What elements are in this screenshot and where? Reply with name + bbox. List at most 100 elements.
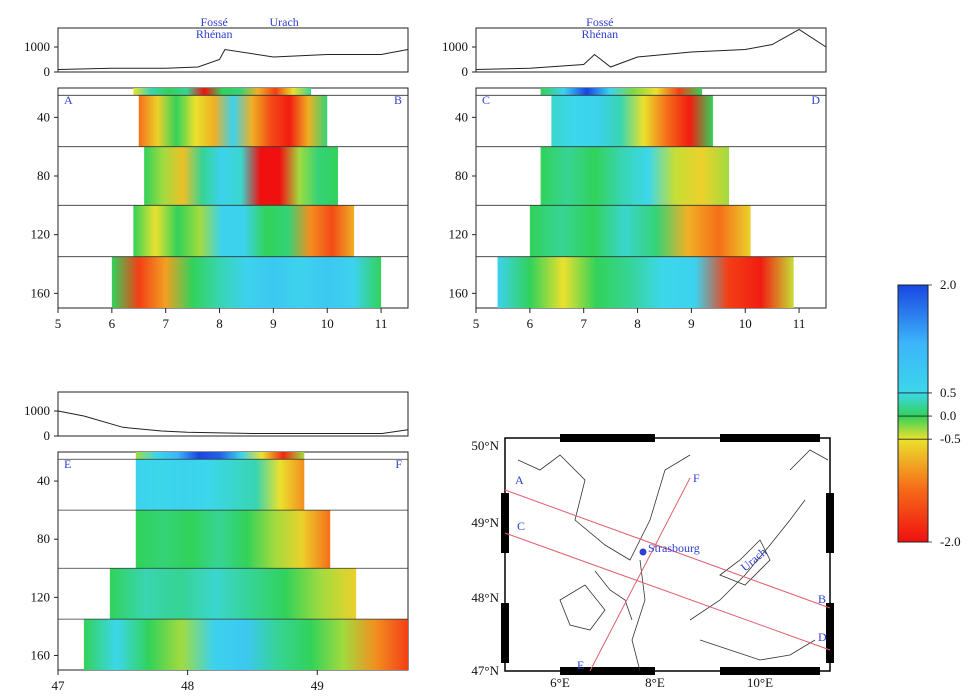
map-lat-label: 47°N bbox=[471, 663, 499, 678]
map-profile-label: B bbox=[818, 592, 826, 606]
colorbar-tick-label: 0.0 bbox=[940, 408, 956, 423]
colorbar-tick-label: -2.0 bbox=[940, 534, 961, 549]
x-tick-label: 8 bbox=[634, 316, 641, 331]
velocity-layer bbox=[133, 205, 355, 257]
colorbar-tick-label: -0.5 bbox=[940, 431, 961, 446]
velocity-layer bbox=[497, 256, 794, 308]
elevation-tick-label: 1000 bbox=[24, 403, 50, 418]
map-profile-label: D bbox=[818, 630, 827, 644]
map-lon-label: 6°E bbox=[550, 675, 570, 690]
elevation-frame bbox=[475, 27, 827, 73]
x-tick-label: 6 bbox=[527, 316, 534, 331]
map-frame bbox=[504, 437, 831, 672]
velocity-layer bbox=[551, 95, 713, 147]
elevation-frame bbox=[57, 391, 409, 437]
map-boundary-line bbox=[719, 539, 771, 586]
profile-line-ab bbox=[504, 489, 831, 609]
x-tick-label: 49 bbox=[311, 678, 324, 693]
map-border-segment bbox=[560, 434, 655, 442]
velocity-layer bbox=[83, 619, 408, 670]
map-border-segment bbox=[826, 603, 834, 663]
elevation-annotation: Fossé bbox=[200, 15, 227, 29]
map-lat-label: 48°N bbox=[471, 590, 499, 605]
elevation-annotation: Fossé bbox=[586, 15, 613, 29]
velocity-layer bbox=[540, 88, 703, 96]
map-boundary-line bbox=[631, 559, 646, 672]
elevation-line bbox=[57, 48, 409, 70]
elevation-tick-label: 0 bbox=[462, 64, 469, 79]
profile-start-label: A bbox=[64, 93, 73, 107]
map-border-segment bbox=[501, 603, 509, 663]
elevation-tick-label: 0 bbox=[44, 64, 51, 79]
x-tick-label: 9 bbox=[688, 316, 695, 331]
x-tick-label: 7 bbox=[162, 316, 169, 331]
x-tick-label: 5 bbox=[473, 316, 480, 331]
depth-tick-label: 120 bbox=[31, 589, 51, 604]
profile-line-cd bbox=[504, 532, 831, 651]
map-boundary-line bbox=[559, 584, 606, 631]
x-tick-label: 47 bbox=[52, 678, 66, 693]
x-tick-label: 11 bbox=[375, 316, 388, 331]
map-boundary-line bbox=[517, 454, 691, 561]
velocity-layer bbox=[111, 256, 382, 308]
map-border-segment bbox=[501, 493, 509, 553]
profile-end-label: B bbox=[394, 93, 402, 107]
profile-line-ef bbox=[589, 477, 691, 672]
velocity-layer bbox=[109, 568, 357, 620]
elevation-line bbox=[475, 28, 827, 70]
map-lon-label: 10°E bbox=[747, 675, 773, 690]
velocity-layer bbox=[138, 95, 328, 147]
map-border-segment bbox=[560, 667, 655, 675]
map-profile-label: F bbox=[693, 471, 700, 485]
elevation-frame bbox=[57, 27, 409, 73]
x-tick-label: 10 bbox=[321, 316, 334, 331]
colorbar: 2.0 0.5 0.0 -0.5 -2.0 bbox=[897, 277, 961, 549]
profile-start-label: C bbox=[482, 93, 490, 107]
x-tick-label: 48 bbox=[181, 678, 194, 693]
depth-tick-label: 80 bbox=[37, 531, 50, 546]
velocity-layer bbox=[135, 510, 331, 569]
map-profile-label: E bbox=[577, 658, 584, 672]
depth-tick-label: 120 bbox=[31, 227, 51, 242]
depth-tick-label: 40 bbox=[37, 473, 50, 488]
x-tick-label: 9 bbox=[270, 316, 277, 331]
velocity-layer bbox=[133, 88, 312, 96]
depth-tick-label: 160 bbox=[449, 285, 469, 300]
x-tick-label: 11 bbox=[793, 316, 806, 331]
colorbar-tick-label: 2.0 bbox=[940, 277, 956, 292]
x-tick-label: 8 bbox=[216, 316, 223, 331]
profile-end-label: D bbox=[811, 93, 820, 107]
map-lat-label: 49°N bbox=[471, 515, 499, 530]
depth-tick-label: 160 bbox=[31, 647, 51, 662]
depth-tick-label: 40 bbox=[455, 109, 468, 124]
profile-end-label: F bbox=[395, 457, 402, 471]
map-profile-label: C bbox=[517, 519, 525, 533]
map-boundary-line bbox=[699, 639, 816, 661]
map-boundary-line bbox=[594, 570, 633, 621]
map-lon-label: 8°E bbox=[645, 675, 665, 690]
x-tick-label: 10 bbox=[739, 316, 752, 331]
map-profile-label: A bbox=[515, 473, 524, 487]
velocity-layer bbox=[529, 205, 751, 257]
depth-tick-label: 40 bbox=[37, 109, 50, 124]
x-tick-label: 7 bbox=[580, 316, 587, 331]
elevation-annotation: Rhénan bbox=[196, 27, 233, 41]
depth-tick-label: 160 bbox=[31, 285, 51, 300]
elevation-annotation: Rhénan bbox=[582, 27, 619, 41]
velocity-layer bbox=[540, 146, 730, 206]
city-marker bbox=[639, 548, 647, 556]
elevation-annotation: Urach bbox=[269, 15, 298, 29]
elevation-tick-label: 1000 bbox=[24, 39, 50, 54]
elevation-tick-label: 0 bbox=[44, 428, 51, 443]
elevation-tick-label: 1000 bbox=[442, 39, 468, 54]
colorbar-tick-label: 0.5 bbox=[940, 385, 956, 400]
profile-start-label: E bbox=[64, 457, 71, 471]
profile-panel-ef: 0 1000 E F 40 80 120 160 47 48 49 bbox=[24, 391, 409, 693]
velocity-layer bbox=[135, 452, 305, 460]
colorbar-body bbox=[897, 284, 929, 543]
map-lat-label: 50°N bbox=[471, 438, 499, 453]
map-border-segment bbox=[826, 493, 834, 553]
